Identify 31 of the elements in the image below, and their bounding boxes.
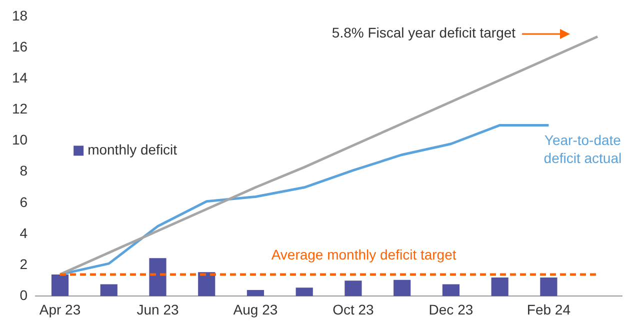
bar bbox=[442, 284, 460, 296]
x-tick-label: Aug 23 bbox=[233, 301, 278, 318]
x-tick-label: Apr 23 bbox=[39, 301, 81, 318]
bar bbox=[149, 258, 166, 296]
y-tick-label: 6 bbox=[20, 194, 28, 210]
ref-line-label: Average monthly deficit target bbox=[271, 246, 456, 262]
x-tick-label: Feb 24 bbox=[526, 301, 571, 318]
y-tick-label: 4 bbox=[20, 224, 28, 241]
bar bbox=[51, 274, 69, 296]
y-tick-label: 10 bbox=[12, 132, 28, 148]
y-tick-label: 0 bbox=[20, 287, 28, 304]
bar bbox=[100, 284, 118, 296]
legend-label: monthly deficit bbox=[88, 142, 178, 158]
y-tick-label: 14 bbox=[12, 69, 28, 86]
bar bbox=[198, 272, 216, 296]
text: 5.8% Fiscal year deficit target bbox=[332, 24, 516, 40]
x-tick-label: Oct 23 bbox=[332, 301, 374, 318]
bar bbox=[296, 288, 313, 296]
y-tick-label: 16 bbox=[12, 38, 28, 54]
x-tick-label: Dec 23 bbox=[428, 301, 474, 318]
series-label: Year-to-date deficit actual bbox=[544, 132, 622, 166]
bar bbox=[394, 280, 411, 296]
bar bbox=[491, 278, 508, 296]
y-tick-label: 8 bbox=[20, 162, 28, 179]
y-tick-label: 2 bbox=[20, 256, 28, 272]
y-tick-label: 12 bbox=[12, 100, 28, 117]
bar bbox=[344, 280, 362, 296]
y-tick-label: 18 bbox=[12, 7, 28, 24]
bar bbox=[540, 278, 558, 296]
x-tick-label: Jun 23 bbox=[136, 301, 179, 318]
bar bbox=[246, 290, 264, 296]
